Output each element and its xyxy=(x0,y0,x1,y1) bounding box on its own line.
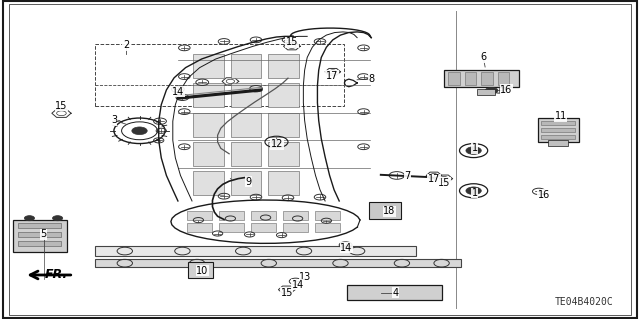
Bar xyxy=(541,121,575,125)
Bar xyxy=(187,211,212,220)
Text: 13: 13 xyxy=(299,272,312,282)
Text: 17: 17 xyxy=(428,174,440,184)
Bar xyxy=(347,285,442,300)
Bar xyxy=(548,140,568,146)
Polygon shape xyxy=(268,83,299,107)
Text: 15: 15 xyxy=(285,37,298,47)
Circle shape xyxy=(271,139,282,145)
Circle shape xyxy=(470,189,477,192)
Bar xyxy=(95,259,461,267)
Bar xyxy=(541,128,575,132)
Text: 1: 1 xyxy=(472,188,478,198)
Text: 15: 15 xyxy=(280,288,293,298)
Polygon shape xyxy=(230,142,261,166)
Bar xyxy=(251,223,276,232)
Polygon shape xyxy=(230,171,261,195)
Text: 14: 14 xyxy=(172,87,184,97)
Bar xyxy=(188,262,213,278)
Polygon shape xyxy=(193,54,224,78)
Bar xyxy=(444,70,519,87)
Text: 3: 3 xyxy=(111,115,117,125)
Circle shape xyxy=(132,127,147,135)
Text: 14: 14 xyxy=(340,243,353,253)
Polygon shape xyxy=(193,142,224,166)
Circle shape xyxy=(24,216,35,221)
Polygon shape xyxy=(268,142,299,166)
Bar xyxy=(315,223,340,232)
Text: 10: 10 xyxy=(196,265,209,276)
Text: FR.: FR. xyxy=(45,268,68,281)
Bar xyxy=(187,223,212,232)
Text: TE04B4020C: TE04B4020C xyxy=(554,297,613,307)
Bar xyxy=(315,211,340,220)
Polygon shape xyxy=(268,171,299,195)
Bar xyxy=(541,135,575,139)
Bar xyxy=(18,241,61,246)
Bar xyxy=(283,211,308,220)
Text: 2: 2 xyxy=(123,40,129,50)
Bar xyxy=(251,211,276,220)
Bar xyxy=(369,202,401,219)
Text: 9: 9 xyxy=(245,177,252,187)
Text: 8: 8 xyxy=(369,74,375,84)
Circle shape xyxy=(424,291,431,295)
Circle shape xyxy=(485,87,498,94)
Circle shape xyxy=(401,291,408,295)
Text: 6: 6 xyxy=(480,52,486,63)
Text: 15: 15 xyxy=(438,178,451,188)
Bar xyxy=(538,118,579,142)
Text: 1: 1 xyxy=(472,143,478,153)
Bar xyxy=(465,72,476,85)
Circle shape xyxy=(466,147,481,154)
Polygon shape xyxy=(268,113,299,137)
Bar xyxy=(283,223,308,232)
Text: 11: 11 xyxy=(554,111,567,122)
Polygon shape xyxy=(268,54,299,78)
Bar xyxy=(448,72,460,85)
Text: 16: 16 xyxy=(500,85,513,95)
Circle shape xyxy=(377,291,385,295)
Text: 5: 5 xyxy=(40,229,47,240)
Polygon shape xyxy=(230,113,261,137)
Text: 18: 18 xyxy=(383,206,396,216)
Polygon shape xyxy=(193,171,224,195)
Bar xyxy=(498,72,509,85)
Bar xyxy=(18,223,61,228)
Bar xyxy=(219,211,244,220)
Circle shape xyxy=(52,216,63,221)
Polygon shape xyxy=(230,83,261,107)
Circle shape xyxy=(356,291,364,295)
Bar xyxy=(95,246,416,256)
Text: 4: 4 xyxy=(392,288,399,298)
Text: 16: 16 xyxy=(538,189,550,200)
Bar xyxy=(95,44,344,106)
Bar xyxy=(13,220,67,252)
Text: 14: 14 xyxy=(291,279,304,290)
Polygon shape xyxy=(193,113,224,137)
Text: 17: 17 xyxy=(326,71,339,81)
Circle shape xyxy=(470,149,477,152)
Polygon shape xyxy=(193,83,224,107)
Text: 12: 12 xyxy=(271,139,284,149)
Bar xyxy=(18,232,61,237)
Polygon shape xyxy=(230,54,261,78)
Bar xyxy=(219,223,244,232)
Text: 15: 15 xyxy=(55,101,68,111)
Bar xyxy=(477,89,495,95)
Circle shape xyxy=(466,187,481,195)
Text: 7: 7 xyxy=(404,171,411,181)
Bar xyxy=(481,72,493,85)
